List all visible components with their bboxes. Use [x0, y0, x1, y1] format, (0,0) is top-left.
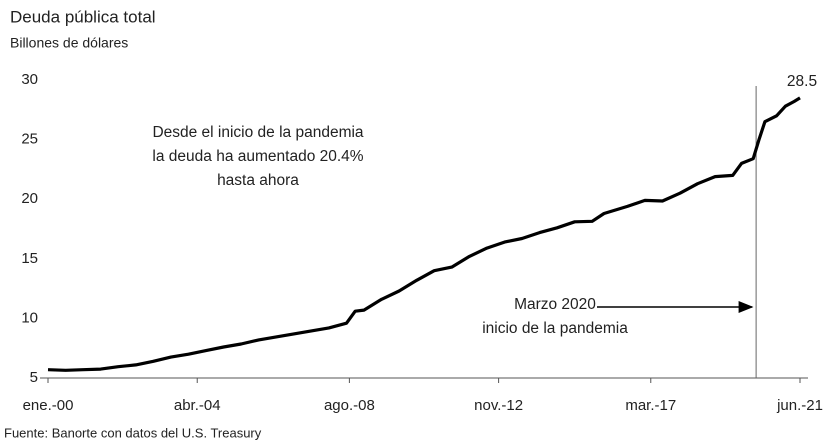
x-tick-label: abr.-04: [174, 397, 221, 414]
x-tick-label: mar.-17: [625, 397, 676, 414]
annotation: Desde el inicio de la pandemia: [152, 124, 363, 141]
x-tick-label: ene.-00: [23, 397, 74, 414]
annotation: hasta ahora: [217, 172, 299, 189]
chart-title: Deuda pública total: [10, 7, 156, 26]
annotation: la deuda ha aumentado 20.4%: [152, 148, 363, 165]
event-label: Marzo 2020: [514, 296, 596, 313]
y-tick-label: 30: [21, 71, 38, 88]
x-tick-label: nov.-12: [474, 397, 523, 414]
x-tick-label: ago.-08: [324, 397, 375, 414]
y-tick-label: 15: [21, 250, 38, 267]
series-line: [47, 96, 801, 372]
y-tick-label: 5: [30, 369, 38, 386]
source: Fuente: Banorte con datos del U.S. Treas…: [4, 425, 262, 440]
value-label: 28.5: [787, 73, 817, 90]
y-tick-label: 25: [21, 131, 38, 148]
event-label: inicio de la pandemia: [482, 320, 628, 337]
chart-subtitle: Billones de dólares: [10, 35, 128, 51]
x-tick-label: jun.-21: [776, 397, 823, 414]
y-tick-label: 10: [21, 309, 38, 326]
y-tick-label: 20: [21, 190, 38, 207]
